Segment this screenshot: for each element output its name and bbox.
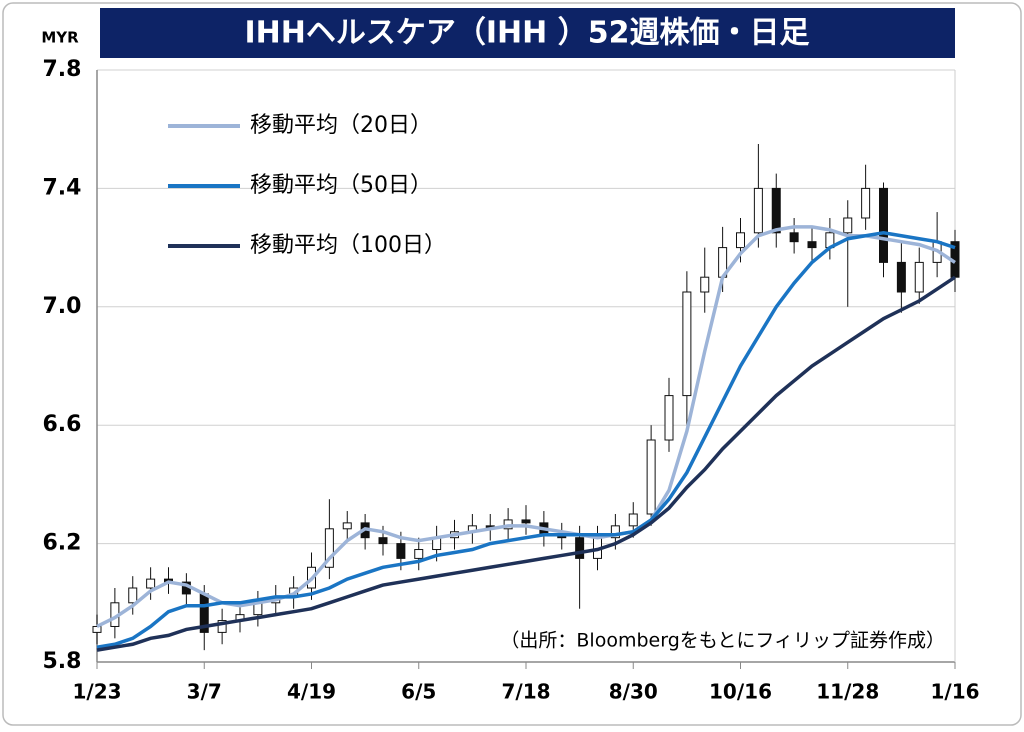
candle-body xyxy=(217,620,227,633)
y-tick-label: 7.8 xyxy=(43,57,82,82)
candle-body xyxy=(146,578,156,589)
candle-body xyxy=(521,519,531,524)
candle-body xyxy=(914,261,924,293)
y-tick-label: 7.4 xyxy=(43,175,82,200)
candle-body xyxy=(879,187,888,263)
candle-body xyxy=(771,187,781,234)
title-box xyxy=(100,8,955,58)
candle-body xyxy=(324,528,334,568)
legend-label: 移動平均（50日） xyxy=(250,173,432,198)
candle-body xyxy=(414,549,424,559)
chart-title: IHHヘルスケア（IHH ）52週株価・日足 xyxy=(245,16,810,51)
x-tick-label: 10/16 xyxy=(709,680,772,704)
candle-body xyxy=(342,522,352,530)
candle-body xyxy=(396,543,406,559)
candle-body xyxy=(753,187,763,234)
legend-label: 移動平均（20日） xyxy=(250,113,432,138)
x-tick-label: 6/5 xyxy=(401,680,436,704)
y-tick-label: 7.0 xyxy=(43,294,82,319)
legend-label: 移動平均（100日） xyxy=(250,233,446,258)
x-tick-label: 8/30 xyxy=(609,680,658,704)
x-tick-label: 3/7 xyxy=(187,680,222,704)
y-tick-label: 6.6 xyxy=(43,412,82,437)
candle-body xyxy=(628,513,638,527)
candle-body xyxy=(807,241,817,249)
candle-body xyxy=(896,261,906,293)
candle-body xyxy=(789,232,799,243)
candle-body xyxy=(861,187,871,219)
candle-body xyxy=(664,395,674,441)
y-tick-label: 6.2 xyxy=(43,531,82,556)
candle-body xyxy=(736,232,745,249)
y-unit: MYR xyxy=(41,29,79,47)
ma-line xyxy=(96,225,956,629)
ma-line xyxy=(96,231,956,649)
candle-body xyxy=(92,625,102,633)
y-tick-label: 5.8 xyxy=(43,649,82,674)
candle-body xyxy=(575,537,585,559)
candle-body xyxy=(610,525,620,539)
candle-body xyxy=(700,276,710,293)
candle-body xyxy=(128,587,138,604)
candle-body xyxy=(378,537,388,545)
x-tick-label: 1/23 xyxy=(72,680,121,704)
source-note: （出所：Bloombergをもとにフィリップ証券作成） xyxy=(500,630,945,652)
x-tick-label: 4/19 xyxy=(287,680,336,704)
ma-line xyxy=(96,275,956,652)
x-tick-label: 7/18 xyxy=(501,680,550,704)
candle-body xyxy=(843,217,853,234)
x-tick-label: 1/16 xyxy=(930,680,979,704)
candle-body xyxy=(646,439,656,515)
candle-body xyxy=(682,291,692,397)
x-tick-label: 11/28 xyxy=(816,680,879,704)
